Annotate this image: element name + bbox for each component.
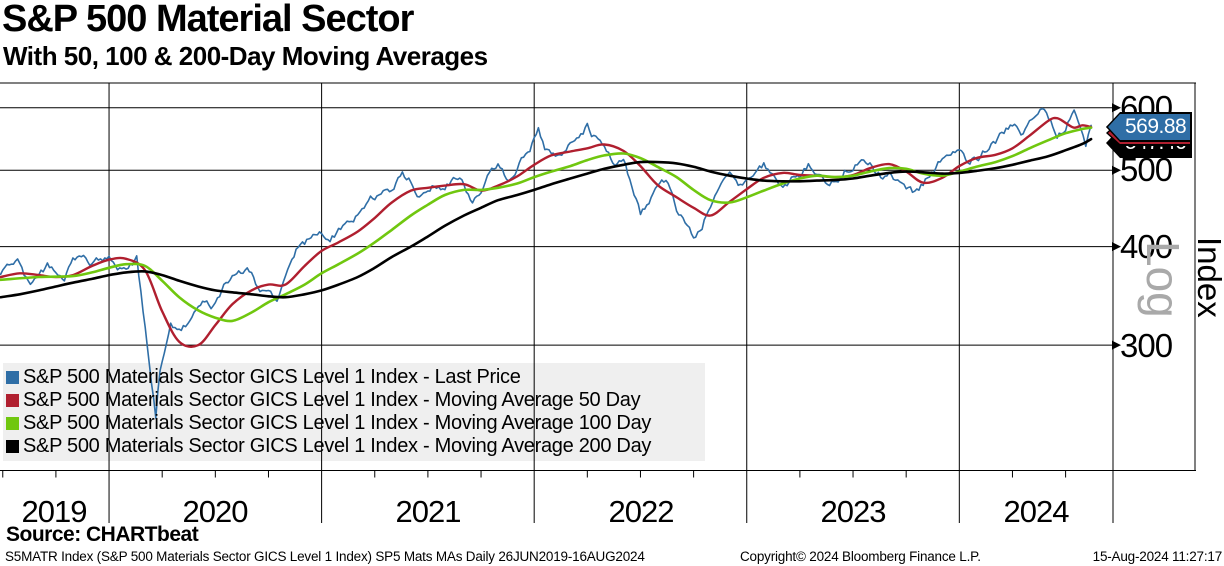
y-axis-scale-label: Log — [1137, 241, 1189, 318]
source-line: Source: CHARTbeat — [6, 523, 199, 546]
series-line-3 — [0, 137, 1093, 299]
footer-timestamp: 15-Aug-2024 11:27:17 — [1092, 549, 1223, 564]
legend-item-ma50[interactable]: S&P 500 Materials Sector GICS Level 1 In… — [6, 389, 716, 412]
last-price-value: 569.88 — [1108, 114, 1190, 140]
x-axis-tick-2019: 2019 — [21, 494, 88, 529]
ma100-swatch-icon — [6, 417, 19, 430]
ma50-swatch-icon — [6, 394, 19, 407]
gridlines — [0, 82, 1196, 523]
chart-subtitle: With 50, 100 & 200-Day Moving Averages — [3, 41, 488, 71]
series-line-1 — [0, 116, 1093, 348]
y-axis-tick-500: 500 — [1120, 151, 1173, 188]
chart-title: S&P 500 Material Sector — [2, 0, 414, 40]
legend-item-last-price[interactable]: S&P 500 Materials Sector GICS Level 1 In… — [6, 366, 716, 389]
y-axis-title: Index — [1191, 237, 1224, 318]
last-price-swatch-icon — [6, 371, 19, 384]
y-axis-tick-300: 300 — [1120, 327, 1173, 364]
x-axis-tick-2020: 2020 — [182, 494, 249, 529]
legend-item-ma200[interactable]: S&P 500 Materials Sector GICS Level 1 In… — [6, 435, 716, 458]
y-axis-tick-400: 400 — [1120, 228, 1173, 265]
legend-background — [3, 363, 705, 461]
legend-item-ma100[interactable]: S&P 500 Materials Sector GICS Level 1 In… — [6, 412, 716, 435]
legend-label: S&P 500 Materials Sector GICS Level 1 In… — [23, 412, 652, 434]
last-price-badge: 569.88 — [1106, 112, 1192, 142]
x-axis-tick-2023: 2023 — [820, 494, 887, 529]
ma200-swatch-icon — [6, 440, 19, 453]
x-axis-tick-2024: 2024 — [1003, 494, 1070, 529]
footer-copyright: Copyright© 2024 Bloomberg Finance L.P. — [740, 549, 981, 564]
legend-label: S&P 500 Materials Sector GICS Level 1 In… — [23, 366, 521, 388]
x-axis-tick-2022: 2022 — [608, 494, 675, 529]
series-line-0 — [0, 107, 1092, 419]
legend: S&P 500 Materials Sector GICS Level 1 In… — [6, 366, 716, 458]
legend-label: S&P 500 Materials Sector GICS Level 1 In… — [23, 389, 641, 411]
legend-label: S&P 500 Materials Sector GICS Level 1 In… — [23, 435, 652, 457]
series-lines — [0, 107, 1093, 419]
x-axis-tick-2021: 2021 — [395, 494, 462, 529]
footer-ticker-info: S5MATR Index (S&P 500 Materials Sector G… — [5, 549, 645, 564]
